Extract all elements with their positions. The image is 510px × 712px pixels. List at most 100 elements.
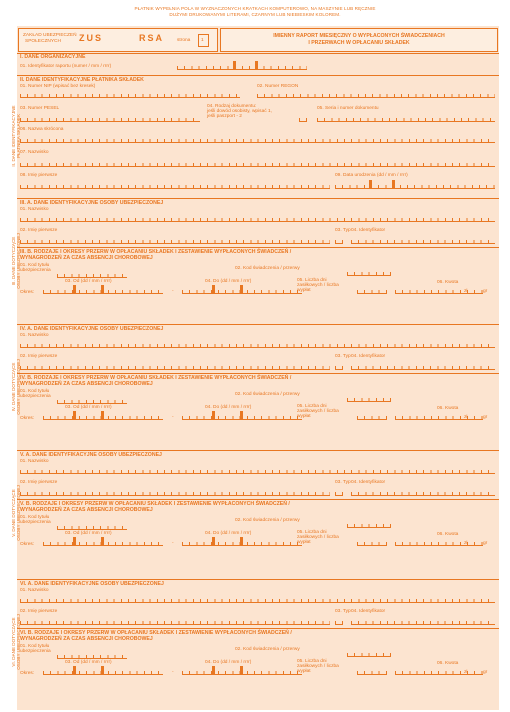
doc-type-field[interactable]	[299, 114, 307, 122]
days-count-field[interactable]	[357, 412, 387, 420]
short-name-field[interactable]	[20, 135, 495, 143]
doc-number-field[interactable]	[317, 114, 495, 122]
divider	[17, 628, 499, 629]
first-name-field[interactable]	[20, 488, 330, 496]
amount-label: 06. Kwota	[437, 406, 459, 411]
surname-label: 07. Nazwisko	[20, 150, 49, 155]
insurance-code-field[interactable]	[57, 651, 127, 659]
section-b-title-1: IV. B. RODZAJE I OKRESY PRZERW W OPŁACAN…	[20, 375, 292, 381]
insurance-code-label-1: 01. Kod tytułu	[20, 515, 50, 520]
surname-field[interactable]	[20, 159, 495, 167]
first-name-field[interactable]	[20, 362, 330, 370]
zaklad-line-1: ZAKŁAD UBEZPIECZEŃ	[23, 33, 77, 38]
field-separator	[240, 537, 243, 545]
to-label: 04. Do (dd / mm / rrrr)	[205, 531, 252, 536]
from-label: 03. Od (dd / mm / rrrr)	[65, 279, 112, 284]
days-count-label-3: wypłat	[297, 414, 311, 419]
benefit-code-field[interactable]	[347, 394, 391, 402]
field-separator	[73, 537, 76, 545]
from-label: 03. Od (dd / mm / rrrr)	[65, 660, 112, 665]
surname-label: 01. Nazwisko	[20, 459, 49, 464]
type-field[interactable]	[335, 362, 343, 370]
days-count-label-2: zasiłkowych / liczba	[297, 283, 339, 288]
insurance-code-field[interactable]	[57, 396, 127, 404]
field-separator	[212, 285, 215, 293]
identifier-label: 04. Identyfikator	[351, 609, 386, 614]
days-count-label-2: zasiłkowych / liczba	[297, 409, 339, 414]
to-label: 04. Do (dd / mm / rrrr)	[205, 660, 252, 665]
type-label: 03. Typ	[335, 480, 351, 485]
section-a-title: IV. A. DANE IDENTYFIKACYJNE OSOBY UBEZPI…	[20, 326, 164, 332]
birth-date-field[interactable]	[335, 181, 495, 189]
strona-box[interactable]: 1	[198, 34, 209, 47]
period-label: Okres:	[20, 542, 35, 547]
amount-field[interactable]	[395, 667, 483, 675]
zus-label: ZUS	[79, 33, 103, 43]
doc-type-label-3: jeśli paszport - 2	[207, 114, 242, 119]
benefit-code-field[interactable]	[347, 268, 391, 276]
first-name-field[interactable]	[20, 617, 330, 625]
currency-gr: gr	[483, 415, 488, 420]
doc-type-label-1: 04. Rodzaj dokumentu:	[207, 104, 257, 109]
report-id-field[interactable]	[177, 62, 307, 70]
insurance-code-label-1: 01. Kod tytułu	[20, 389, 50, 394]
type-field[interactable]	[335, 617, 343, 625]
days-count-field[interactable]	[357, 286, 387, 294]
first-name-label: 02. Imię pierwsze	[20, 354, 58, 359]
field-separator	[73, 285, 76, 293]
currency-gr: gr	[483, 289, 488, 294]
amount-field[interactable]	[395, 412, 483, 420]
identifier-field[interactable]	[351, 362, 495, 370]
divider	[17, 373, 499, 374]
benefit-code-field[interactable]	[347, 520, 391, 528]
identifier-field[interactable]	[351, 488, 495, 496]
divider	[17, 247, 499, 248]
notice-line-2: DUŻYMI DRUKOWANYMI LITERAMI, CZARNYM LUB…	[169, 11, 341, 17]
strona-number: 1	[201, 38, 204, 43]
insurance-code-field[interactable]	[57, 522, 127, 530]
section-side-label: IV. DANE DOTYCZĄCE OSOBY UBEZPIECZONEJ	[11, 332, 21, 442]
amount-field[interactable]	[395, 538, 483, 546]
first-name-field[interactable]	[20, 236, 330, 244]
section-a-title: III. A. DANE IDENTYFIKACYJNE OSOBY UBEZP…	[20, 200, 164, 206]
identifier-label: 04. Identyfikator	[351, 354, 386, 359]
surname-field[interactable]	[20, 466, 495, 474]
surname-field[interactable]	[20, 340, 495, 348]
regon-field[interactable]	[257, 90, 495, 98]
field-separator	[212, 411, 215, 419]
type-field[interactable]	[335, 236, 343, 244]
days-count-field[interactable]	[357, 667, 387, 675]
nip-field[interactable]	[20, 90, 240, 98]
doc-type-label-2: jeśli dowód osobisty, wpisać 1,	[207, 109, 272, 114]
first-name-field[interactable]	[20, 181, 330, 189]
surname-field[interactable]	[20, 595, 495, 603]
days-count-label-3: wypłat	[297, 540, 311, 545]
period-label: Okres:	[20, 671, 35, 676]
field-separator	[212, 537, 215, 545]
divider	[17, 75, 499, 76]
amount-field[interactable]	[395, 286, 483, 294]
period-label: Okres:	[20, 290, 35, 295]
side-tab	[10, 325, 17, 449]
identifier-field[interactable]	[351, 236, 495, 244]
insurance-code-field[interactable]	[57, 270, 127, 278]
surname-field[interactable]	[20, 214, 495, 222]
strona-label: strona	[177, 38, 191, 43]
identifier-field[interactable]	[351, 617, 495, 625]
pesel-field[interactable]	[20, 114, 200, 122]
type-field[interactable]	[335, 488, 343, 496]
insurance-code-label-1: 01. Kod tytułu	[20, 263, 50, 268]
field-separator	[101, 666, 104, 674]
section-b-title-1: VI. B. RODZAJE I OKRESY PRZERW W OPŁACAN…	[20, 630, 292, 636]
days-count-label-2: zasiłkowych / liczba	[297, 664, 339, 669]
insurance-code-label-2: ubezpieczenia	[20, 394, 51, 399]
days-count-field[interactable]	[357, 538, 387, 546]
side-text: OSOBY UBEZPIECZONEJ	[16, 233, 21, 289]
currency-gr: gr	[483, 670, 488, 675]
side-tab	[10, 76, 17, 198]
to-label: 04. Do (dd / mm / rrrr)	[205, 405, 252, 410]
field-separator	[392, 180, 395, 188]
benefit-code-field[interactable]	[347, 649, 391, 657]
section-ii-title: II. DANE IDENTYFIKACYJNE PŁATNIKA SKŁADE…	[20, 77, 144, 83]
divider	[17, 499, 499, 500]
